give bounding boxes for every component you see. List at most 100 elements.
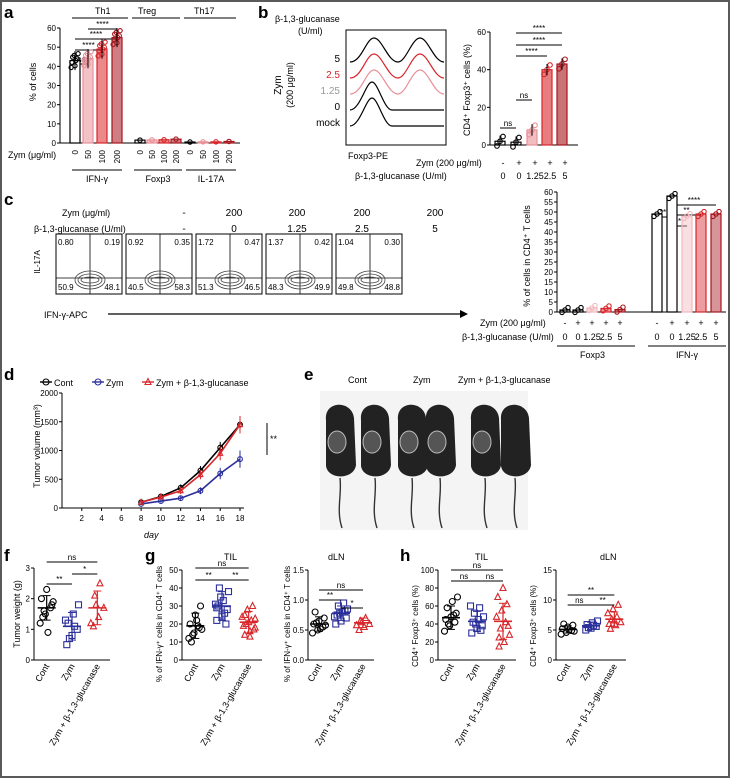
tumor bbox=[427, 430, 447, 454]
row1-value: + bbox=[684, 318, 689, 328]
data-point bbox=[149, 137, 155, 143]
y-tick-label: 40 bbox=[425, 620, 434, 629]
y-tick-label: 20 bbox=[169, 620, 178, 629]
y-tick-label: 2 bbox=[26, 595, 31, 604]
data-point bbox=[224, 588, 233, 596]
data-point bbox=[246, 631, 254, 640]
category-label: Cont bbox=[438, 662, 456, 684]
ifng-apc-axis: IFN-γ-APC bbox=[44, 310, 88, 320]
sig-label: **** bbox=[688, 196, 700, 205]
quadrant-value: 0.19 bbox=[104, 238, 120, 247]
density-contour bbox=[290, 276, 310, 284]
sig-label: ** bbox=[588, 586, 594, 595]
data-point bbox=[320, 614, 328, 622]
y-tick-label: 5 bbox=[549, 298, 554, 307]
row2-value: 1.25 bbox=[526, 171, 544, 181]
glucanase-label: β-1,3-glucanase (U/ml) bbox=[34, 224, 126, 234]
category-label: Zym bbox=[59, 662, 76, 682]
flow-plot-frame bbox=[265, 233, 333, 295]
bar bbox=[210, 141, 222, 144]
y-axis-label-til: % of IFN-γ⁺ cells in CD4⁺ T cells bbox=[155, 566, 164, 682]
data-point bbox=[86, 56, 92, 62]
mouse-tail bbox=[513, 477, 518, 529]
histogram-track-label: 1.25 bbox=[321, 86, 341, 97]
x-tick-label: 18 bbox=[236, 514, 245, 523]
data-point bbox=[352, 620, 361, 629]
data-point bbox=[217, 470, 224, 477]
dose-tick-label: 200 bbox=[225, 149, 234, 163]
density-contour bbox=[354, 270, 386, 290]
sig-label: **** bbox=[533, 24, 545, 33]
data-point bbox=[92, 600, 100, 608]
data-point bbox=[43, 585, 51, 594]
y-tick-label: 60 bbox=[425, 602, 434, 611]
data-point bbox=[44, 628, 52, 636]
zym-label: Zym (μg/ml) bbox=[62, 208, 110, 218]
data-point bbox=[177, 486, 184, 494]
dose-tick-label: 200 bbox=[113, 149, 122, 163]
data-point bbox=[532, 122, 538, 129]
data-point bbox=[479, 613, 488, 621]
data-point bbox=[196, 602, 205, 610]
data-point bbox=[616, 617, 625, 626]
sig-label: * bbox=[83, 565, 86, 574]
data-point bbox=[526, 131, 532, 138]
x-tick-label: 16 bbox=[216, 514, 225, 523]
data-point bbox=[605, 619, 614, 628]
bar bbox=[184, 141, 196, 144]
density-contour bbox=[214, 270, 246, 290]
data-point bbox=[216, 449, 224, 456]
data-point bbox=[117, 28, 123, 34]
category-label: Zym bbox=[578, 662, 595, 682]
sig-label: **** bbox=[525, 47, 537, 56]
tumor bbox=[399, 430, 419, 454]
panel-e: Cont Zym Zym + β-1,3-glucanase bbox=[320, 375, 550, 530]
row2-value: 0 bbox=[669, 332, 674, 342]
series-line bbox=[140, 424, 241, 504]
y-tick-label: 3 bbox=[26, 564, 31, 573]
y-tick-label: 1 bbox=[26, 625, 31, 634]
row2-value: 5 bbox=[562, 171, 567, 181]
data-point bbox=[173, 136, 179, 142]
data-point bbox=[237, 456, 243, 463]
data-point bbox=[102, 39, 108, 45]
data-point bbox=[492, 612, 501, 620]
zym-row-label: Zym (200 μg/ml) bbox=[416, 158, 482, 168]
row1-value: + bbox=[575, 318, 580, 328]
data-point bbox=[88, 49, 94, 55]
zym-dose-label: Zym (μg/ml) bbox=[8, 150, 56, 160]
sig-label: * bbox=[678, 217, 681, 226]
histogram-track-label: mock bbox=[316, 118, 341, 129]
histogram-trace bbox=[349, 69, 445, 95]
sig-label: ** bbox=[56, 575, 62, 584]
y-tick-label: 20 bbox=[47, 101, 56, 110]
data-point bbox=[606, 303, 612, 309]
row1-value: + bbox=[516, 158, 521, 168]
y-tick-label: 20 bbox=[425, 638, 434, 647]
category-label: Zym + β-1,3-glucanase bbox=[564, 662, 619, 747]
glucanase-value: 0 bbox=[231, 224, 237, 235]
quadrant-value: 1.04 bbox=[338, 238, 354, 247]
data-point bbox=[606, 624, 615, 632]
zym-row-label: Zym (200 μg/ml) bbox=[480, 318, 546, 328]
mouse-tail bbox=[373, 477, 378, 529]
photo-label-cont: Cont bbox=[348, 375, 368, 385]
data-point bbox=[342, 614, 350, 622]
data-point bbox=[500, 133, 506, 140]
sig-label: ns bbox=[473, 561, 481, 570]
data-point bbox=[96, 578, 104, 587]
data-point bbox=[541, 71, 547, 78]
row1-value: - bbox=[564, 318, 567, 328]
histogram-trace bbox=[349, 53, 445, 79]
density-contour bbox=[80, 276, 100, 284]
data-point bbox=[100, 46, 106, 52]
category-label: Cont bbox=[306, 662, 324, 684]
x-tick-label: 10 bbox=[156, 514, 165, 523]
data-point bbox=[440, 627, 449, 635]
zym-value: 200 bbox=[289, 208, 306, 219]
y-tick-label: 0 bbox=[430, 656, 435, 665]
y-tick-label: 500 bbox=[45, 475, 59, 484]
flow-plot-frame bbox=[195, 233, 263, 295]
category-label: Zym + β-1,3-glucanase bbox=[47, 662, 102, 747]
foxp3-pe-axis: Foxp3-PE bbox=[348, 151, 388, 161]
